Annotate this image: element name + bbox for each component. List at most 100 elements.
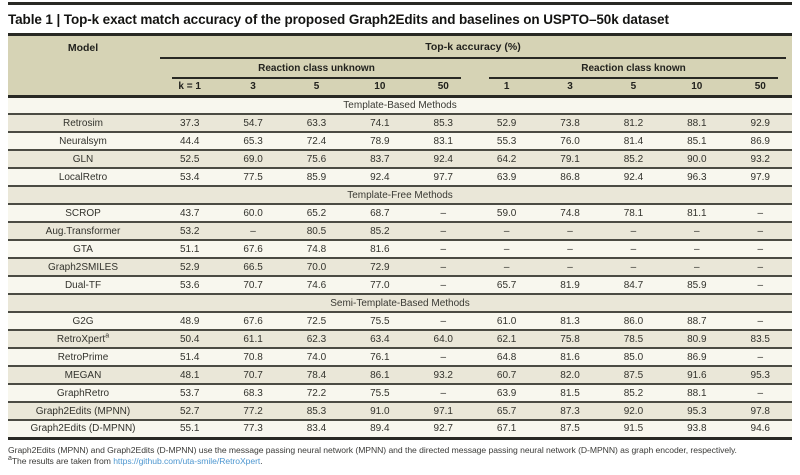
accuracy-value: 88.1 <box>687 387 707 399</box>
model-name: MEGAN <box>64 369 102 381</box>
accuracy-value: 77.0 <box>370 279 390 291</box>
accuracy-value: – <box>757 387 764 399</box>
accuracy-value: 65.7 <box>496 279 517 291</box>
model-name: G2G <box>72 315 94 327</box>
accuracy-value: 67.1 <box>496 423 517 435</box>
model-name: SCROP <box>65 207 101 219</box>
section-header-row: Template-Free Methods <box>8 186 792 204</box>
accuracy-value: 90.0 <box>687 153 707 165</box>
accuracy-value: 65.2 <box>306 207 327 219</box>
accuracy-value: 87.5 <box>560 423 580 435</box>
accuracy-value: 75.8 <box>560 333 580 345</box>
accuracy-value: – <box>630 243 637 255</box>
footnote-text: The results are taken from <box>11 456 114 466</box>
accuracy-value: 87.3 <box>560 405 580 417</box>
model-name: Neuralsym <box>59 135 107 147</box>
accuracy-value: 53.2 <box>179 225 200 237</box>
accuracy-value: 55.1 <box>179 423 200 435</box>
accuracy-value: – <box>757 243 764 255</box>
table-header: Model Top-k accuracy (%) Reaction class … <box>8 34 792 96</box>
accuracy-value: 80.5 <box>306 225 327 237</box>
accuracy-value: 43.7 <box>179 207 200 219</box>
table-row: Graph2Edits (D-MPNN) 55.1 77.3 83.4 89.4 92.7… <box>8 420 792 438</box>
accuracy-value: – <box>757 279 764 291</box>
retroxpert-link[interactable]: https://github.com/uta-smile/RetroXpert <box>113 456 261 466</box>
accuracy-value: 86.9 <box>687 351 707 363</box>
accuracy-value: 81.5 <box>560 387 580 399</box>
accuracy-value: – <box>250 225 256 237</box>
accuracy-value: 97.8 <box>750 405 770 417</box>
model-name: Graph2Edits (MPNN) <box>35 405 131 417</box>
model-column-header: Model <box>67 42 99 54</box>
accuracy-value: 86.1 <box>370 369 390 381</box>
accuracy-value: 79.1 <box>560 153 580 165</box>
accuracy-value: 95.3 <box>750 369 770 381</box>
accuracy-value: 64.2 <box>496 153 517 165</box>
accuracy-value: 63.3 <box>306 117 327 129</box>
accuracy-value: 68.3 <box>243 387 263 399</box>
accuracy-value: 65.7 <box>496 405 517 417</box>
accuracy-value: 91.6 <box>687 369 707 381</box>
table-row: Graph2Edits (MPNN) 52.7 77.2 85.3 91.0 97.1 65… <box>8 402 792 420</box>
k-header: 5 <box>313 81 320 93</box>
accuracy-value: 92.4 <box>433 153 453 165</box>
accuracy-value: 81.1 <box>687 207 707 219</box>
accuracy-value: – <box>503 225 510 237</box>
accuracy-value: – <box>440 387 447 399</box>
table-row: MEGAN 48.1 70.7 78.4 86.1 93.2 60.7 82.0 87.5 91.… <box>8 366 792 384</box>
topk-accuracy-label: Top-k accuracy (%) <box>160 36 786 59</box>
accuracy-value: 83.5 <box>750 333 770 345</box>
k-header: 50 <box>754 81 766 93</box>
k-header: 10 <box>691 81 703 93</box>
accuracy-value: 84.7 <box>623 279 644 291</box>
table-row: GLN 52.5 69.0 75.6 83.7 92.4 64.2 79.1 85.2 90.0 9… <box>8 150 792 168</box>
accuracy-value: – <box>440 261 447 273</box>
table-row: Retrosim 37.3 54.7 63.3 74.1 85.3 52.9 73.8 81.2… <box>8 114 792 132</box>
model-name: LocalRetro <box>58 171 108 183</box>
accuracy-value: 86.9 <box>750 135 770 147</box>
accuracy-value: – <box>440 279 447 291</box>
accuracy-value: – <box>694 243 700 255</box>
k-header: 3 <box>567 81 573 93</box>
accuracy-value: 74.1 <box>370 117 390 129</box>
accuracy-value: 80.9 <box>687 333 707 345</box>
accuracy-value: – <box>567 225 573 237</box>
accuracy-value: 85.2 <box>623 387 644 399</box>
accuracy-value: – <box>440 315 447 327</box>
accuracy-value: 50.4 <box>179 333 200 345</box>
accuracy-value: 72.4 <box>306 135 327 147</box>
accuracy-value: 53.7 <box>179 387 200 399</box>
table-row: Aug.Transformer 53.2 – 80.5 85.2 – – – – – – <box>8 222 792 240</box>
accuracy-value: – <box>440 207 447 219</box>
accuracy-value: 75.6 <box>306 153 327 165</box>
accuracy-value: 60.7 <box>496 369 517 381</box>
accuracy-value: 81.4 <box>623 135 644 147</box>
accuracy-value: 66.5 <box>243 261 263 273</box>
model-name: Dual-TF <box>64 279 102 291</box>
table-row: Graph2SMILES 52.9 66.5 70.0 72.9 – – – – – – <box>8 258 792 276</box>
group-header-unknown: Reaction class unknown <box>158 59 475 79</box>
accuracy-value: 67.6 <box>243 243 263 255</box>
accuracy-value: 77.3 <box>243 423 263 435</box>
accuracy-value: 85.9 <box>687 279 707 291</box>
accuracy-value: 88.1 <box>687 117 707 129</box>
accuracy-value: 63.4 <box>370 333 390 345</box>
table-body: Template-Based Methods Retrosim 37.3 54.7 63… <box>8 96 792 438</box>
accuracy-value: 70.0 <box>306 261 327 273</box>
accuracy-value: 52.5 <box>179 153 200 165</box>
table-row: RetroXperta 50.4 61.1 62.3 63.4 64.0 62.1 75.8 7… <box>8 330 792 348</box>
accuracy-value: 61.1 <box>243 333 263 345</box>
accuracy-value: 85.3 <box>433 117 453 129</box>
accuracy-value: 91.5 <box>623 423 644 435</box>
accuracy-value: 83.1 <box>433 135 453 147</box>
accuracy-value: 70.7 <box>243 279 263 291</box>
footnotes: Graph2Edits (MPNN) and Graph2Edits (D-MP… <box>8 440 792 468</box>
accuracy-value: – <box>503 243 510 255</box>
accuracy-value: 76.0 <box>560 135 580 147</box>
footnote-line-2: aThe results are taken from https://gith… <box>8 455 792 468</box>
accuracy-value: 54.7 <box>243 117 263 129</box>
accuracy-value: – <box>694 225 700 237</box>
accuracy-value: 97.7 <box>433 171 453 183</box>
accuracy-value: 81.6 <box>560 351 580 363</box>
